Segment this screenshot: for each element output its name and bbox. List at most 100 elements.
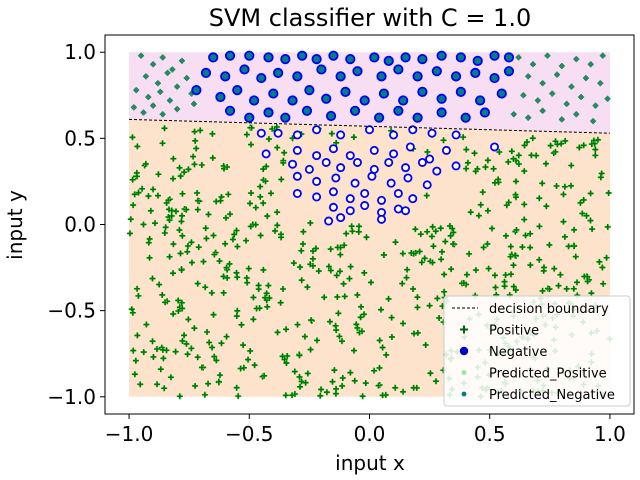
positive-point xyxy=(423,192,430,199)
positive-point xyxy=(209,344,216,351)
negative-point xyxy=(321,157,331,167)
positive-point xyxy=(587,217,594,224)
positive-point xyxy=(363,234,370,241)
positive-point xyxy=(143,321,150,328)
positive-point xyxy=(333,272,340,279)
negative-point xyxy=(292,171,302,181)
positive-point xyxy=(383,351,390,358)
negative-point xyxy=(422,180,432,190)
positive-point xyxy=(335,310,342,317)
positive-point xyxy=(264,303,271,310)
positive-point xyxy=(576,144,583,151)
negative-point xyxy=(335,71,346,82)
positive-point xyxy=(273,123,280,130)
positive-point xyxy=(339,374,346,381)
negative-point xyxy=(384,157,394,167)
y-axis-label: input y xyxy=(3,190,27,260)
predicted-negative-point xyxy=(534,97,541,104)
positive-point xyxy=(179,190,186,197)
positive-point xyxy=(184,242,191,249)
positive-point xyxy=(546,286,553,293)
positive-point xyxy=(298,277,305,284)
negative-point xyxy=(400,52,411,63)
predicted-negative-point xyxy=(159,111,166,118)
positive-point xyxy=(347,369,354,376)
positive-point xyxy=(265,282,272,289)
positive-point xyxy=(410,285,417,292)
negative-point xyxy=(345,194,355,204)
legend-dot-icon xyxy=(461,370,467,375)
positive-point xyxy=(568,162,575,169)
negative-point xyxy=(336,163,346,173)
negative-point xyxy=(244,50,255,61)
positive-point xyxy=(304,370,311,377)
negative-point xyxy=(312,176,322,186)
positive-point xyxy=(291,368,298,375)
positive-point xyxy=(150,186,157,193)
positive-point xyxy=(191,325,198,332)
negative-point xyxy=(328,187,338,197)
positive-point xyxy=(223,264,230,271)
positive-point xyxy=(315,268,322,275)
negative-point xyxy=(451,161,461,171)
positive-point xyxy=(194,189,201,196)
positive-point xyxy=(130,202,137,209)
positive-point xyxy=(188,239,195,246)
positive-point xyxy=(296,373,303,380)
positive-point xyxy=(347,263,354,270)
positive-point xyxy=(257,232,264,239)
negative-point xyxy=(460,112,471,123)
positive-point xyxy=(253,305,260,312)
legend-label: decision boundary xyxy=(489,302,609,317)
positive-point xyxy=(475,212,482,219)
negative-point xyxy=(360,188,370,198)
positive-point xyxy=(175,297,182,304)
positive-point xyxy=(424,228,431,235)
positive-point xyxy=(216,258,223,265)
y-tick-label: 1.0 xyxy=(64,40,96,64)
positive-point xyxy=(489,225,496,232)
positive-point xyxy=(337,244,344,251)
positive-point xyxy=(209,130,216,137)
positive-point xyxy=(371,367,378,374)
positive-point xyxy=(485,265,492,272)
positive-point xyxy=(176,227,183,234)
positive-point xyxy=(167,374,174,381)
positive-point xyxy=(426,302,433,309)
negative-point xyxy=(345,54,356,65)
legend-circle-icon xyxy=(459,346,469,356)
negative-point xyxy=(369,145,379,155)
x-tick-label: −1.0 xyxy=(105,422,154,446)
positive-point xyxy=(205,211,212,218)
positive-point xyxy=(536,256,543,263)
negative-point xyxy=(311,54,322,65)
positive-point xyxy=(502,272,509,279)
predicted-negative-point xyxy=(578,94,585,101)
negative-point xyxy=(215,91,226,103)
negative-point xyxy=(292,188,302,198)
positive-point xyxy=(185,316,192,323)
positive-point xyxy=(399,250,406,257)
negative-point xyxy=(292,71,303,82)
positive-point xyxy=(385,295,392,302)
positive-point xyxy=(507,243,514,250)
positive-point xyxy=(266,295,273,302)
positive-point xyxy=(284,352,291,359)
positive-point xyxy=(571,243,578,250)
negative-point xyxy=(280,112,291,123)
positive-point xyxy=(358,303,365,310)
positive-point xyxy=(341,242,348,249)
positive-point xyxy=(519,244,526,251)
positive-point xyxy=(571,226,578,233)
positive-point xyxy=(223,333,230,340)
positive-point xyxy=(403,274,410,281)
positive-point xyxy=(233,227,240,234)
positive-point xyxy=(399,280,406,287)
positive-point xyxy=(361,311,368,318)
positive-point xyxy=(424,148,431,155)
positive-point xyxy=(358,328,365,335)
positive-point xyxy=(185,166,192,173)
positive-point xyxy=(154,346,161,353)
positive-point xyxy=(603,254,610,261)
positive-point xyxy=(188,259,195,266)
